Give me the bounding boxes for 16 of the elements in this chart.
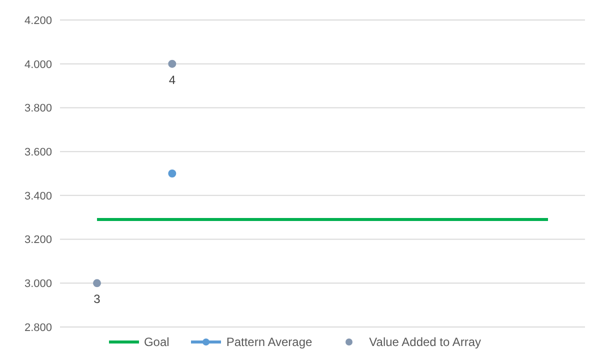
y-tick-label: 2.800 [24, 322, 52, 334]
y-tick-label: 3.000 [24, 278, 52, 290]
legend-label: Pattern Average [226, 335, 312, 349]
y-tick-label: 4.000 [24, 58, 52, 71]
data-label: 4 [168, 72, 176, 87]
legend-label: Value Added to Array [369, 335, 482, 349]
legend-label: Goal [144, 335, 170, 349]
point [168, 60, 176, 68]
y-tick-label: 4.200 [24, 14, 52, 27]
y-tick-label: 3.200 [24, 234, 52, 246]
y-tick-label: 3.800 [24, 102, 52, 115]
data-label: 3 [94, 292, 101, 306]
point [168, 170, 176, 178]
point [93, 279, 101, 288]
y-tick-label: 3.600 [24, 146, 52, 158]
y-tick-label: 3.400 [24, 190, 52, 202]
